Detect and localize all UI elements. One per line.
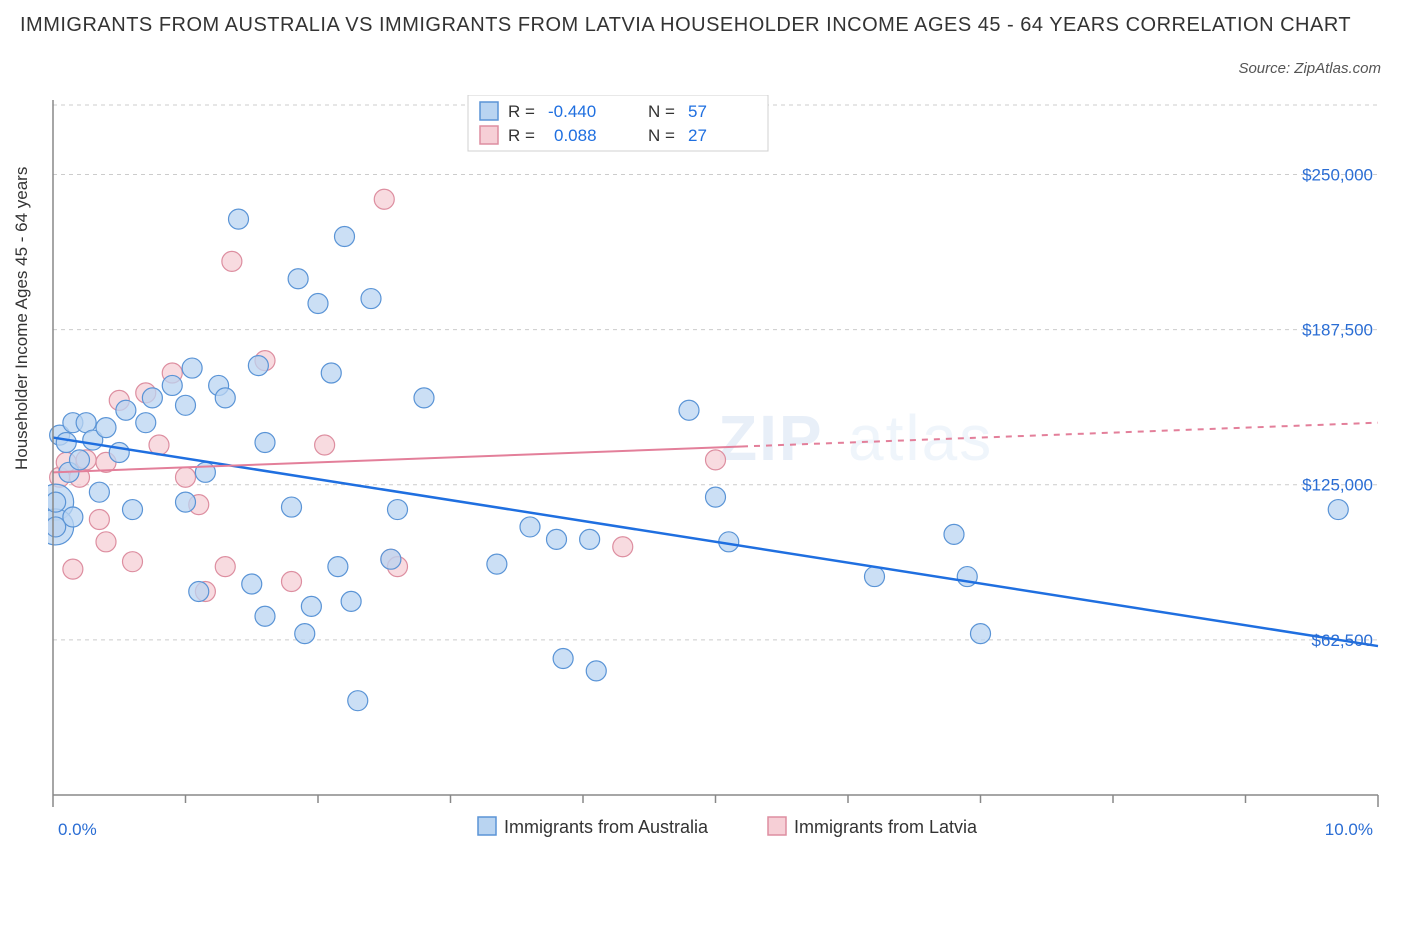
data-point [116, 400, 136, 420]
legend-r-value-a: -0.440 [548, 102, 596, 121]
data-point [315, 435, 335, 455]
data-point [229, 209, 249, 229]
data-point [215, 557, 235, 577]
data-point [348, 691, 368, 711]
data-point [944, 524, 964, 544]
data-point [123, 500, 143, 520]
data-point [282, 572, 302, 592]
data-point [341, 591, 361, 611]
data-point [520, 517, 540, 537]
data-point [242, 574, 262, 594]
legend-n-value-b: 27 [688, 126, 707, 145]
source-label: Source: ZipAtlas.com [1238, 60, 1381, 77]
data-point [89, 509, 109, 529]
data-point [142, 388, 162, 408]
data-point [136, 413, 156, 433]
data-point [96, 532, 116, 552]
data-point [321, 363, 341, 383]
legend-r-value-b: 0.088 [554, 126, 597, 145]
data-point [56, 433, 76, 453]
data-point [70, 450, 90, 470]
data-point [215, 388, 235, 408]
x-tick-label: 0.0% [58, 820, 97, 839]
y-axis-label: Householder Income Ages 45 - 64 years [12, 167, 32, 470]
legend-n-label: N = [648, 102, 675, 121]
data-point [282, 497, 302, 517]
data-point [123, 552, 143, 572]
watermark: ZIPatlas [718, 402, 993, 474]
legend-label-a: Immigrants from Australia [504, 817, 709, 837]
data-point [414, 388, 434, 408]
svg-text:N =: N = [648, 126, 675, 145]
legend-correlation: R = -0.440 N = 57 R = 0.088 N = 27 [468, 95, 768, 151]
x-tick-labels: 0.0% 10.0% [58, 820, 1373, 839]
y-tick-label: $187,500 [1302, 321, 1373, 340]
y-tick-labels: $62,500 $125,000 $187,500 $250,000 [1302, 165, 1373, 649]
legend-swatch-a [478, 817, 496, 835]
data-point [388, 500, 408, 520]
data-point [308, 294, 328, 314]
data-point [288, 269, 308, 289]
data-point [706, 487, 726, 507]
data-point [109, 442, 129, 462]
data-point [1328, 500, 1348, 520]
chart-svg: ZIPatlas $62,500 $125,000 $187,500 $250,000… [48, 95, 1388, 855]
chart-container: IMMIGRANTS FROM AUSTRALIA VS IMMIGRANTS … [0, 0, 1406, 930]
data-point [176, 467, 196, 487]
data-point [255, 606, 275, 626]
data-point [89, 482, 109, 502]
data-point [96, 418, 116, 438]
data-point [295, 624, 315, 644]
data-point [374, 189, 394, 209]
legend-swatch-b [768, 817, 786, 835]
data-point [361, 289, 381, 309]
data-point [176, 492, 196, 512]
data-point [63, 507, 83, 527]
data-point [328, 557, 348, 577]
data-point [580, 529, 600, 549]
data-point [971, 624, 991, 644]
data-point [301, 596, 321, 616]
y-tick-label: $250,000 [1302, 165, 1373, 184]
data-point [547, 529, 567, 549]
data-point [63, 559, 83, 579]
data-point [222, 251, 242, 271]
data-point [679, 400, 699, 420]
legend-label-b: Immigrants from Latvia [794, 817, 978, 837]
data-point [613, 537, 633, 557]
svg-text:R =: R = [508, 126, 535, 145]
data-point [162, 375, 182, 395]
data-point [381, 549, 401, 569]
data-point [182, 358, 202, 378]
legend-swatch-a [480, 102, 498, 120]
chart-title: IMMIGRANTS FROM AUSTRALIA VS IMMIGRANTS … [20, 10, 1386, 40]
data-point [706, 450, 726, 470]
chart-area: ZIPatlas $62,500 $125,000 $187,500 $250,000… [48, 95, 1388, 855]
y-tick-label: $62,500 [1312, 631, 1373, 650]
data-point [176, 395, 196, 415]
data-point [586, 661, 606, 681]
legend-swatch-b [480, 126, 498, 144]
legend-series: Immigrants from Australia Immigrants from… [478, 817, 978, 837]
x-tick-label: 10.0% [1325, 820, 1373, 839]
data-point [48, 492, 66, 512]
y-tick-label: $125,000 [1302, 476, 1373, 495]
legend-r-label: R = [508, 102, 535, 121]
data-point [865, 567, 885, 587]
data-point [255, 433, 275, 453]
data-point [335, 227, 355, 247]
svg-text:ZIP: ZIP [718, 402, 824, 474]
data-point [248, 356, 268, 376]
legend-n-value-a: 57 [688, 102, 707, 121]
data-point [189, 581, 209, 601]
trendline-b-extrapolated [742, 423, 1378, 447]
scatter-series-a [48, 209, 1348, 711]
data-point [195, 462, 215, 482]
data-point [553, 648, 573, 668]
data-point [487, 554, 507, 574]
